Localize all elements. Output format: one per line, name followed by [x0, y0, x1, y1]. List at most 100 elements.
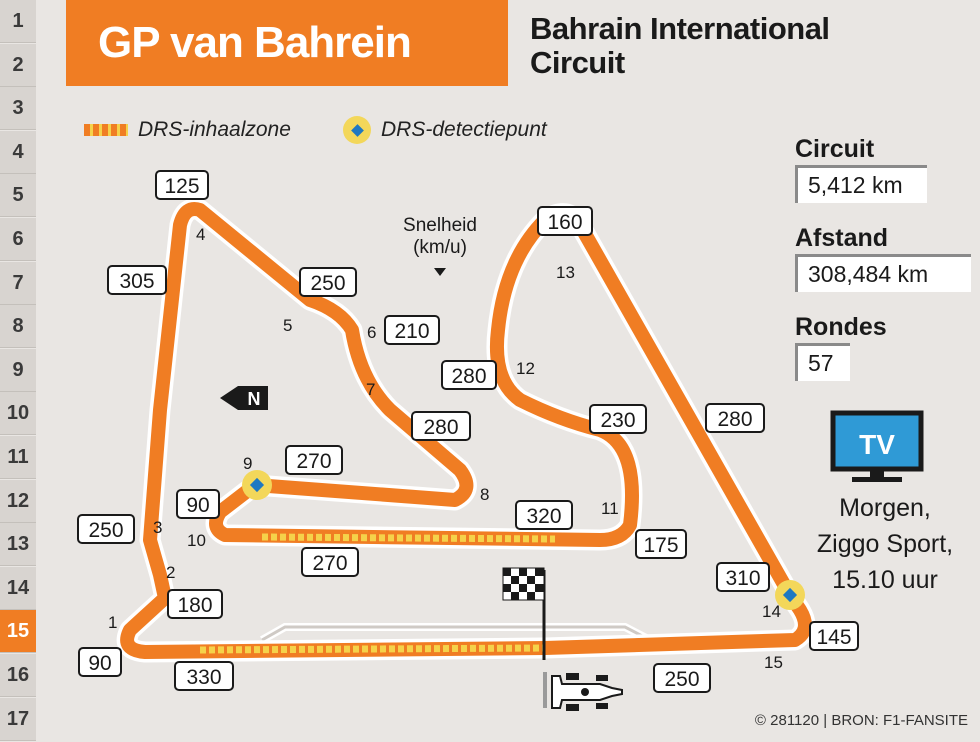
row-number: 5 — [0, 174, 36, 217]
source-credit: © 281120 | BRON: F1-FANSITE — [754, 712, 968, 729]
north-label: N — [248, 389, 261, 409]
row-number: 2 — [0, 44, 36, 87]
speed-box: 250 — [653, 663, 711, 693]
drs-zone-back-straight — [261, 533, 556, 543]
speed-box: 160 — [537, 206, 593, 236]
race-track — [116, 198, 816, 663]
svg-text:280: 280 — [717, 408, 752, 431]
turn-number: 11 — [601, 499, 619, 518]
row-number-active: 15 — [0, 610, 36, 653]
row-number: 1 — [0, 0, 36, 43]
svg-text:250: 250 — [88, 519, 123, 542]
start-finish-flag-icon — [502, 567, 546, 660]
turn-number: 5 — [283, 316, 292, 335]
tv-icon-label: TV — [859, 429, 895, 460]
page-title: GP van Bahrein — [66, 0, 508, 86]
speed-box: 180 — [167, 589, 223, 619]
legend-drs-detection-label: DRS-detectiepunt — [381, 118, 547, 141]
turn-number: 3 — [153, 518, 162, 537]
speed-box: 90 — [78, 647, 122, 677]
row-number: 4 — [0, 131, 36, 174]
speed-pointer-icon — [434, 268, 446, 276]
row-number: 11 — [0, 436, 36, 479]
legend-drs-zone: DRS-inhaalzone — [84, 118, 291, 142]
speed-box: 250 — [77, 514, 135, 544]
speed-box: 270 — [301, 547, 359, 577]
svg-text:210: 210 — [394, 320, 429, 343]
broadcast-line3: 15.10 uur — [832, 566, 938, 594]
laps-label: Rondes — [795, 313, 887, 341]
drs-detection-point-icon — [775, 580, 805, 610]
svg-text:280: 280 — [423, 416, 458, 439]
svg-text:280: 280 — [451, 365, 486, 388]
speed-box: 270 — [285, 445, 343, 475]
speed-unit-label-line2: (km/u) — [413, 237, 467, 258]
row-number: 12 — [0, 480, 36, 523]
svg-text:160: 160 — [547, 211, 582, 234]
svg-text:250: 250 — [310, 272, 345, 295]
speed-box: 280 — [441, 360, 497, 390]
svg-text:145: 145 — [816, 626, 851, 649]
turn-number: 12 — [516, 359, 535, 378]
turn-number: 9 — [243, 454, 252, 473]
turn-number: 7 — [366, 380, 375, 399]
row-number: 9 — [0, 349, 36, 392]
legend-drs-detection: DRS-detectiepunt — [343, 116, 547, 144]
drs-zone-swatch-icon — [84, 124, 128, 136]
race-distance-label: Afstand — [795, 224, 889, 252]
broadcast-line2: Ziggo Sport, — [816, 530, 954, 558]
row-number: 10 — [0, 392, 36, 435]
laps-value: 57 — [795, 343, 850, 381]
drs-zone-main-straight — [199, 644, 546, 654]
svg-text:180: 180 — [177, 594, 212, 617]
race-distance-value: 308,484 km — [795, 254, 971, 292]
speed-box: 305 — [107, 265, 167, 295]
svg-text:320: 320 — [526, 505, 561, 528]
speed-box: 280 — [411, 411, 471, 441]
svg-text:250: 250 — [664, 668, 699, 691]
speed-box: 210 — [384, 315, 440, 345]
speed-box: 320 — [515, 500, 573, 530]
svg-text:90: 90 — [88, 652, 111, 675]
broadcast-line1: Morgen, — [839, 494, 931, 522]
turn-number: 4 — [196, 225, 205, 244]
turn-number: 2 — [166, 563, 175, 582]
circuit-name: Bahrain International Circuit — [530, 12, 910, 80]
circuit-length-label: Circuit — [795, 135, 875, 163]
row-number: 3 — [0, 87, 36, 130]
tv-icon: TV — [830, 410, 924, 482]
drs-detection-point-icon — [343, 116, 371, 144]
speed-box: 145 — [809, 621, 859, 651]
circuit-name-line2: Circuit — [530, 45, 625, 80]
row-number: 6 — [0, 218, 36, 261]
svg-text:175: 175 — [643, 534, 678, 557]
row-number: 13 — [0, 523, 36, 566]
svg-text:270: 270 — [312, 552, 347, 575]
turn-number: 8 — [480, 485, 489, 504]
svg-text:125: 125 — [164, 175, 199, 198]
speed-box: 230 — [589, 404, 647, 434]
north-arrow-icon: N — [220, 386, 268, 410]
svg-text:305: 305 — [119, 270, 154, 293]
row-number: 16 — [0, 654, 36, 697]
turn-number: 1 — [108, 613, 117, 632]
drs-detection-point-icon — [242, 470, 272, 500]
row-number: 17 — [0, 698, 36, 741]
svg-text:90: 90 — [186, 494, 209, 517]
turn-number: 14 — [762, 602, 781, 621]
svg-text:270: 270 — [296, 450, 331, 473]
row-number: 7 — [0, 262, 36, 305]
svg-text:230: 230 — [600, 409, 635, 432]
broadcast-info: Morgen, Ziggo Sport, 15.10 uur — [790, 490, 980, 598]
speed-box: 175 — [635, 529, 687, 559]
svg-text:310: 310 — [725, 567, 760, 590]
turn-number: 13 — [556, 263, 575, 282]
row-number: 8 — [0, 305, 36, 348]
legend-drs-zone-label: DRS-inhaalzone — [138, 118, 291, 141]
speed-box: 310 — [716, 562, 770, 592]
pit-lane-inner — [261, 625, 651, 642]
circuit-name-line1: Bahrain International — [530, 11, 830, 46]
circuit-length-value: 5,412 km — [795, 165, 927, 203]
speed-box: 330 — [174, 661, 234, 691]
